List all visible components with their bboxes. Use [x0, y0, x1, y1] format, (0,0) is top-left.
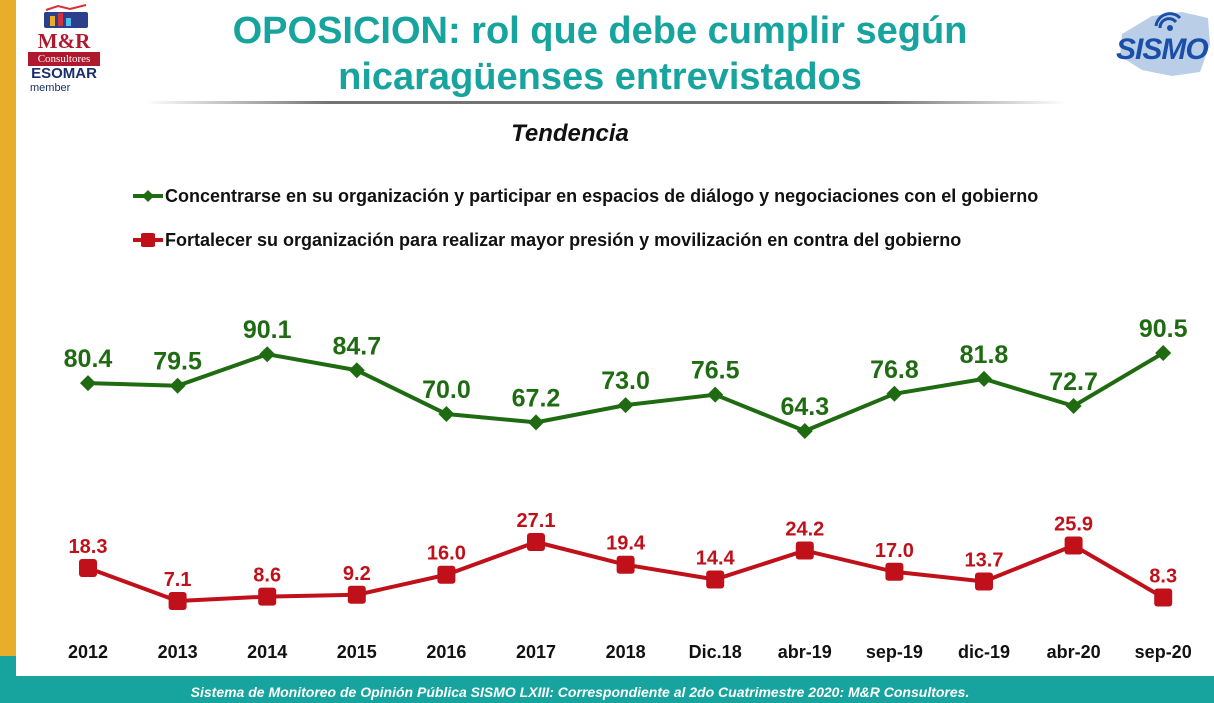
data-point-0-5	[528, 414, 544, 431]
x-tick-label: dic-19	[958, 642, 1010, 662]
data-point-1-8	[795, 541, 814, 560]
data-label-0-7: 76.5	[691, 357, 740, 385]
data-label-1-7: 14.4	[696, 547, 736, 569]
data-point-0-9	[886, 385, 903, 402]
mr-consultores-logo: M&R Consultores ESOMAR member	[28, 4, 108, 96]
footer-text: Sistema de Monitoreo de Opinión Pública …	[190, 684, 970, 700]
chart-title: Tendencia	[511, 120, 629, 147]
data-point-0-1	[169, 377, 186, 394]
data-label-0-5: 67.2	[512, 384, 561, 412]
chart-icon	[44, 4, 88, 28]
data-point-1-5	[527, 533, 545, 551]
data-label-1-3: 9.2	[343, 563, 371, 585]
x-tick-label: sep-19	[866, 642, 923, 662]
x-tick-label: abr-19	[778, 642, 832, 662]
data-point-0-0	[80, 375, 96, 392]
nicaragua-map-icon	[1120, 12, 1210, 76]
x-tick-label: 2012	[68, 642, 108, 662]
data-label-1-12: 8.3	[1149, 565, 1177, 587]
data-label-1-2: 8.6	[253, 565, 281, 587]
x-tick-label: sep-20	[1135, 642, 1192, 662]
data-point-1-6	[616, 555, 635, 574]
data-point-1-12	[1154, 588, 1173, 607]
data-label-0-3: 84.7	[332, 332, 381, 360]
data-label-0-6: 73.0	[601, 367, 650, 395]
data-label-0-8: 64.3	[780, 393, 829, 421]
data-point-0-10	[976, 370, 992, 387]
member-label: member	[30, 82, 71, 94]
x-tick-label: 2013	[158, 642, 198, 662]
esomar-label: ESOMAR	[31, 65, 97, 82]
data-point-1-1	[168, 592, 187, 610]
data-point-0-6	[617, 397, 634, 414]
data-point-1-4	[437, 565, 456, 584]
x-tick-label: 2018	[606, 642, 646, 662]
title-line-1: OPOSICION: rol que debe cumplir según	[232, 10, 968, 52]
data-label-1-4: 16.0	[427, 543, 466, 565]
data-label-1-6: 19.4	[606, 533, 646, 555]
data-label-0-2: 90.1	[243, 316, 292, 344]
legend-item-red: Fortalecer su organización para realizar…	[133, 228, 961, 252]
data-label-1-1: 7.1	[164, 569, 192, 591]
data-label-0-10: 81.8	[960, 341, 1009, 369]
sismo-brand: SISMO	[1116, 33, 1209, 66]
page-title: OPOSICION: rol que debe cumplir según ni…	[150, 8, 1050, 100]
data-point-0-11	[1065, 397, 1082, 414]
title-divider	[145, 101, 1065, 104]
x-tick-label: 2015	[337, 642, 377, 662]
data-point-1-10	[975, 572, 993, 591]
left-accent-bar	[0, 0, 16, 680]
data-label-1-5: 27.1	[517, 510, 556, 532]
x-tick-label: 2016	[426, 642, 466, 662]
legend-swatch-square-icon	[133, 233, 163, 247]
legend-swatch-diamond-icon	[133, 190, 163, 202]
mr-sub: Consultores	[28, 52, 100, 66]
legend-item-green: Concentrarse en su organización y partic…	[133, 184, 1038, 208]
data-label-1-8: 24.2	[785, 519, 824, 541]
data-label-0-9: 76.8	[870, 356, 919, 384]
footer-bar	[0, 656, 1214, 703]
x-tick-label: 2017	[516, 642, 556, 662]
data-label-0-1: 79.5	[153, 348, 202, 376]
data-label-1-0: 18.3	[69, 536, 108, 558]
data-point-0-12	[1155, 345, 1172, 361]
data-point-1-0	[79, 558, 97, 577]
data-label-0-11: 72.7	[1049, 368, 1098, 396]
data-point-1-9	[885, 562, 904, 581]
legend-label-green: Concentrarse en su organización y partic…	[165, 185, 1039, 206]
data-point-1-11	[1064, 536, 1083, 555]
data-point-0-8	[796, 423, 813, 439]
sismo-logo: SISMO	[1112, 4, 1212, 80]
data-label-1-9: 17.0	[875, 540, 914, 562]
x-tick-label: Dic.18	[689, 642, 742, 662]
data-label-0-0: 80.4	[64, 345, 113, 373]
legend-label-red: Fortalecer su organización para realizar…	[165, 229, 962, 250]
data-label-1-11: 25.9	[1054, 514, 1093, 536]
mr-brand: M&R	[37, 29, 91, 53]
data-label-0-4: 70.0	[422, 376, 471, 404]
data-point-0-7	[707, 386, 724, 403]
data-point-0-4	[438, 406, 455, 423]
data-label-0-12: 90.5	[1139, 315, 1188, 343]
x-tick-label: 2014	[247, 642, 287, 662]
title-line-2: nicaragüenses entrevistados	[338, 56, 862, 98]
data-point-1-2	[258, 587, 277, 606]
data-point-0-3	[348, 362, 365, 379]
data-point-0-2	[259, 346, 276, 363]
trend-line-chart: 80.4 79.5 90.1 84.7 70.0 67.2 73.0 76.5 64.3 76.8…	[64, 315, 1192, 662]
data-point-1-7	[706, 570, 725, 589]
data-label-1-10: 13.7	[965, 550, 1004, 572]
x-tick-label: abr-20	[1047, 642, 1101, 662]
data-point-1-3	[347, 585, 366, 604]
